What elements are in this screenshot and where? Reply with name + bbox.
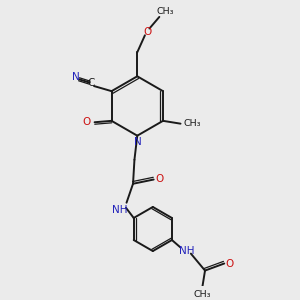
- Text: N: N: [134, 137, 141, 147]
- Text: O: O: [83, 117, 91, 127]
- Text: CH₃: CH₃: [184, 119, 201, 128]
- Text: CH₃: CH₃: [157, 7, 174, 16]
- Text: O: O: [143, 27, 151, 37]
- Text: O: O: [156, 174, 164, 184]
- Text: C: C: [88, 78, 95, 88]
- Text: CH₃: CH₃: [194, 290, 211, 299]
- Text: NH: NH: [179, 246, 195, 256]
- Text: NH: NH: [112, 205, 128, 215]
- Text: N: N: [72, 72, 80, 82]
- Text: O: O: [226, 259, 234, 269]
